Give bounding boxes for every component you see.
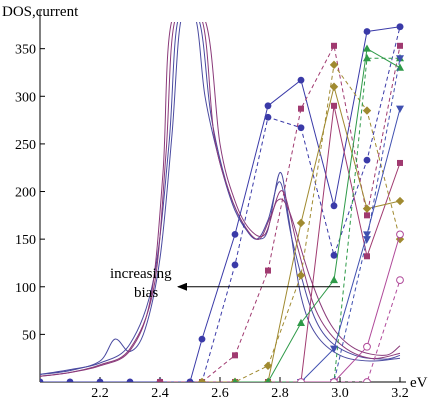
data-point bbox=[198, 335, 206, 343]
data-point bbox=[395, 234, 405, 244]
dos-curve bbox=[40, 22, 401, 377]
data-point bbox=[363, 378, 371, 382]
data-point bbox=[40, 378, 44, 382]
axes bbox=[39, 10, 406, 383]
data-point bbox=[297, 124, 305, 132]
data-point bbox=[396, 276, 404, 284]
data-point bbox=[157, 379, 163, 382]
series-line bbox=[300, 108, 401, 382]
data-point bbox=[231, 230, 239, 238]
data-point bbox=[330, 251, 338, 259]
data-point bbox=[331, 42, 337, 49]
y-tick-label: 50 bbox=[22, 328, 36, 343]
data-point bbox=[363, 44, 371, 52]
data-point bbox=[329, 82, 339, 91]
data-point bbox=[296, 218, 306, 228]
data-point bbox=[265, 377, 271, 382]
y-tick-label: 150 bbox=[15, 233, 36, 248]
data-point bbox=[232, 352, 238, 359]
current-series-group bbox=[297, 55, 404, 382]
y-tick-label: 200 bbox=[15, 186, 36, 201]
data-point bbox=[330, 202, 338, 210]
data-point bbox=[186, 378, 194, 382]
data-point bbox=[331, 102, 337, 109]
data-point bbox=[263, 361, 273, 371]
data-point bbox=[363, 156, 371, 164]
data-point bbox=[329, 60, 339, 70]
data-point bbox=[395, 196, 405, 206]
data-point bbox=[231, 261, 239, 269]
data-point bbox=[298, 105, 304, 112]
data-point bbox=[363, 28, 371, 35]
data-point bbox=[297, 318, 305, 326]
data-point bbox=[363, 342, 371, 351]
x-ticks: 2.2 2.4 2.6 2.8 3.0 3.2 bbox=[91, 377, 409, 401]
data-point bbox=[330, 345, 338, 353]
y-tick-label: 250 bbox=[15, 138, 36, 153]
data-point bbox=[297, 378, 305, 382]
data-point bbox=[362, 204, 372, 213]
series-line bbox=[235, 47, 401, 382]
data-point bbox=[264, 113, 272, 121]
current-series-group bbox=[40, 23, 404, 382]
data-point bbox=[396, 55, 404, 63]
data-point bbox=[66, 378, 74, 382]
y-axis-label: DOS,current bbox=[2, 4, 79, 20]
data-point bbox=[396, 23, 404, 31]
annotation-line-2: bias bbox=[134, 285, 158, 301]
x-tick-label: 3.2 bbox=[391, 386, 409, 401]
series-line bbox=[301, 58, 401, 382]
current-series-group bbox=[40, 23, 404, 382]
data-point bbox=[197, 377, 207, 382]
x-tick-label: 2.4 bbox=[151, 386, 169, 401]
x-axis-label: eV bbox=[410, 375, 428, 391]
x-tick-label: 2.8 bbox=[271, 386, 289, 401]
current-series bbox=[40, 23, 405, 382]
data-point bbox=[330, 378, 338, 382]
current-series-group bbox=[230, 82, 405, 382]
dos-curve bbox=[40, 22, 401, 377]
data-point bbox=[297, 76, 305, 84]
data-point bbox=[397, 159, 403, 166]
x-tick-label: 2.2 bbox=[91, 386, 109, 401]
series-line bbox=[268, 57, 400, 382]
data-point bbox=[364, 212, 370, 219]
data-point bbox=[296, 271, 306, 280]
dos-curves bbox=[40, 22, 401, 377]
current-series-group bbox=[199, 102, 403, 382]
data-point bbox=[363, 231, 371, 239]
data-point bbox=[126, 378, 134, 382]
data-point bbox=[396, 105, 404, 113]
annotation-line-1: increasing bbox=[110, 266, 172, 282]
y-tick-label: 350 bbox=[15, 43, 36, 58]
current-series-group bbox=[232, 44, 404, 382]
data-point bbox=[363, 236, 371, 244]
y-tick-label: 100 bbox=[15, 281, 36, 296]
data-point bbox=[396, 230, 404, 239]
data-point bbox=[364, 253, 370, 260]
y-tick-label: 300 bbox=[15, 90, 36, 105]
y-ticks: 50 100 150 200 250 300 350 bbox=[15, 43, 45, 343]
series-line bbox=[334, 279, 401, 382]
bias-annotation: increasing bias bbox=[110, 266, 340, 301]
x-tick-label: 2.6 bbox=[211, 386, 229, 401]
data-point bbox=[362, 106, 372, 115]
data-point bbox=[397, 42, 403, 49]
current-series-group bbox=[297, 230, 404, 382]
current-series-group bbox=[157, 42, 403, 382]
data-point bbox=[264, 102, 272, 110]
data-point bbox=[265, 267, 271, 274]
data-point bbox=[96, 378, 104, 382]
data-point bbox=[396, 63, 404, 71]
series-line bbox=[301, 234, 401, 382]
current-series-group bbox=[330, 276, 404, 382]
data-point bbox=[232, 377, 238, 382]
data-point bbox=[330, 275, 338, 284]
x-tick-label: 3.0 bbox=[331, 386, 349, 401]
data-point bbox=[363, 53, 371, 62]
